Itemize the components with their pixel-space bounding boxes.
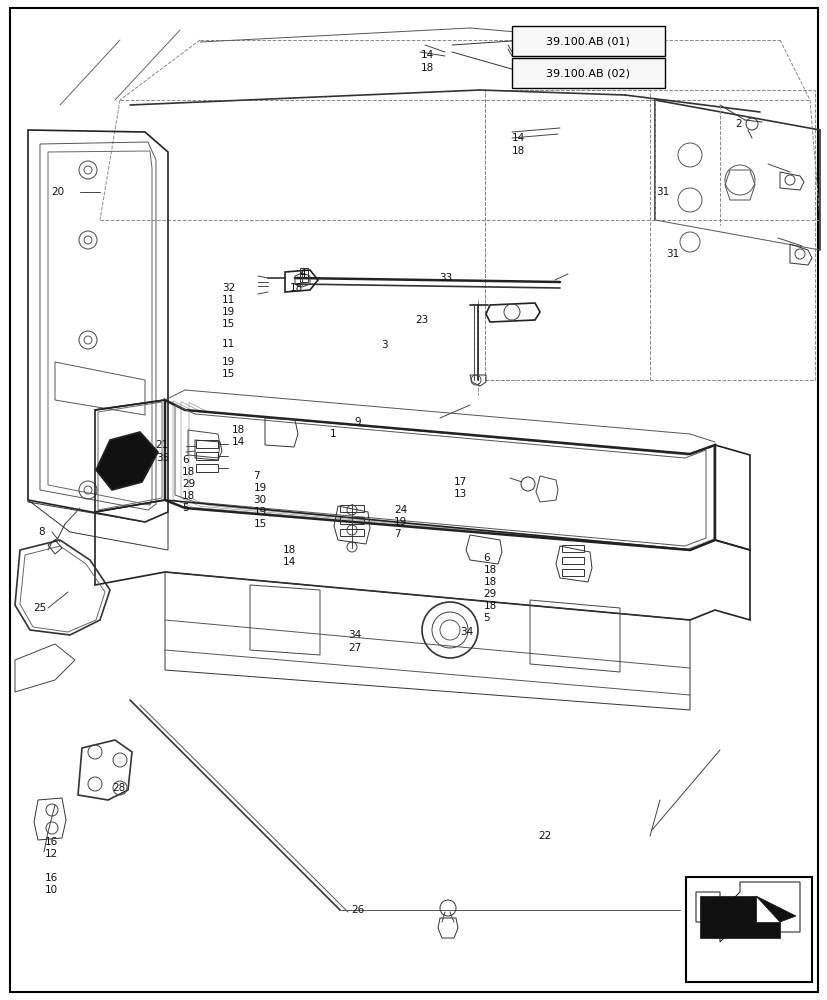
Text: 18: 18 <box>182 467 195 477</box>
Text: 28: 28 <box>112 783 126 793</box>
Text: 18: 18 <box>283 545 296 555</box>
Bar <box>511 58 664 88</box>
Bar <box>340 529 364 536</box>
Text: 31: 31 <box>655 187 668 197</box>
Text: 39.100.AB (01): 39.100.AB (01) <box>546 36 629 46</box>
Text: 7: 7 <box>253 471 260 481</box>
Text: 18: 18 <box>289 283 303 293</box>
Text: 18: 18 <box>420 63 433 73</box>
Text: 29: 29 <box>483 589 496 599</box>
Text: 27: 27 <box>347 643 361 653</box>
Text: 18: 18 <box>232 425 245 435</box>
Text: 21: 21 <box>155 440 169 450</box>
Text: 24: 24 <box>394 505 407 515</box>
Text: 3: 3 <box>380 340 387 350</box>
Text: 14: 14 <box>283 557 296 567</box>
Text: 20: 20 <box>51 187 65 197</box>
Text: 34: 34 <box>347 630 361 640</box>
Polygon shape <box>755 896 795 922</box>
Text: 29: 29 <box>182 479 195 489</box>
Text: 6: 6 <box>483 553 490 563</box>
Text: 11: 11 <box>222 339 235 349</box>
Text: 30: 30 <box>253 495 266 505</box>
Bar <box>485 90 814 380</box>
Text: 33: 33 <box>438 273 452 283</box>
Text: 18: 18 <box>182 491 195 501</box>
Text: 15: 15 <box>222 319 235 329</box>
Text: 13: 13 <box>453 489 466 499</box>
Bar <box>340 505 364 512</box>
Text: 26: 26 <box>351 905 364 915</box>
Text: 23: 23 <box>415 315 428 325</box>
Bar <box>340 517 364 524</box>
Text: 14: 14 <box>420 50 433 60</box>
Text: 19: 19 <box>222 307 235 317</box>
Bar <box>686 877 811 982</box>
Text: 18: 18 <box>483 565 496 575</box>
Text: 8: 8 <box>38 527 45 537</box>
Text: 15: 15 <box>253 519 266 529</box>
Text: 34: 34 <box>460 627 473 637</box>
Bar <box>485 90 649 380</box>
Text: 9: 9 <box>354 417 361 427</box>
Text: 19: 19 <box>253 483 266 493</box>
Text: 15: 15 <box>222 369 235 379</box>
Text: 17: 17 <box>453 477 466 487</box>
Bar <box>562 557 583 564</box>
Text: 5: 5 <box>182 503 189 513</box>
Bar <box>196 440 218 448</box>
Text: 4: 4 <box>299 269 306 279</box>
Text: 19: 19 <box>253 507 266 517</box>
Text: 14: 14 <box>511 133 524 143</box>
Text: 19: 19 <box>394 517 407 527</box>
Text: 35: 35 <box>155 453 169 463</box>
Text: 5: 5 <box>483 613 490 623</box>
Text: 25: 25 <box>33 603 46 613</box>
Text: 18: 18 <box>483 601 496 611</box>
Text: 7: 7 <box>394 529 400 539</box>
Bar <box>511 26 664 56</box>
Text: 2: 2 <box>734 119 741 129</box>
Bar <box>196 452 218 460</box>
Text: 6: 6 <box>182 455 189 465</box>
Polygon shape <box>96 432 158 490</box>
Text: 18: 18 <box>483 577 496 587</box>
Text: 39.100.AB (02): 39.100.AB (02) <box>546 68 629 78</box>
Text: 31: 31 <box>665 249 678 259</box>
Text: 10: 10 <box>45 885 58 895</box>
Text: 1: 1 <box>329 429 336 439</box>
Bar <box>562 545 583 552</box>
Text: 16: 16 <box>45 837 58 847</box>
Polygon shape <box>699 896 779 938</box>
Text: 22: 22 <box>538 831 551 841</box>
Bar <box>562 569 583 576</box>
Text: 19: 19 <box>222 357 235 367</box>
Bar <box>196 464 218 472</box>
Bar <box>299 268 308 282</box>
Text: 12: 12 <box>45 849 58 859</box>
Text: 11: 11 <box>222 295 235 305</box>
Text: 18: 18 <box>511 146 524 156</box>
Text: 16: 16 <box>45 873 58 883</box>
Text: 32: 32 <box>222 283 235 293</box>
Text: 14: 14 <box>232 437 245 447</box>
